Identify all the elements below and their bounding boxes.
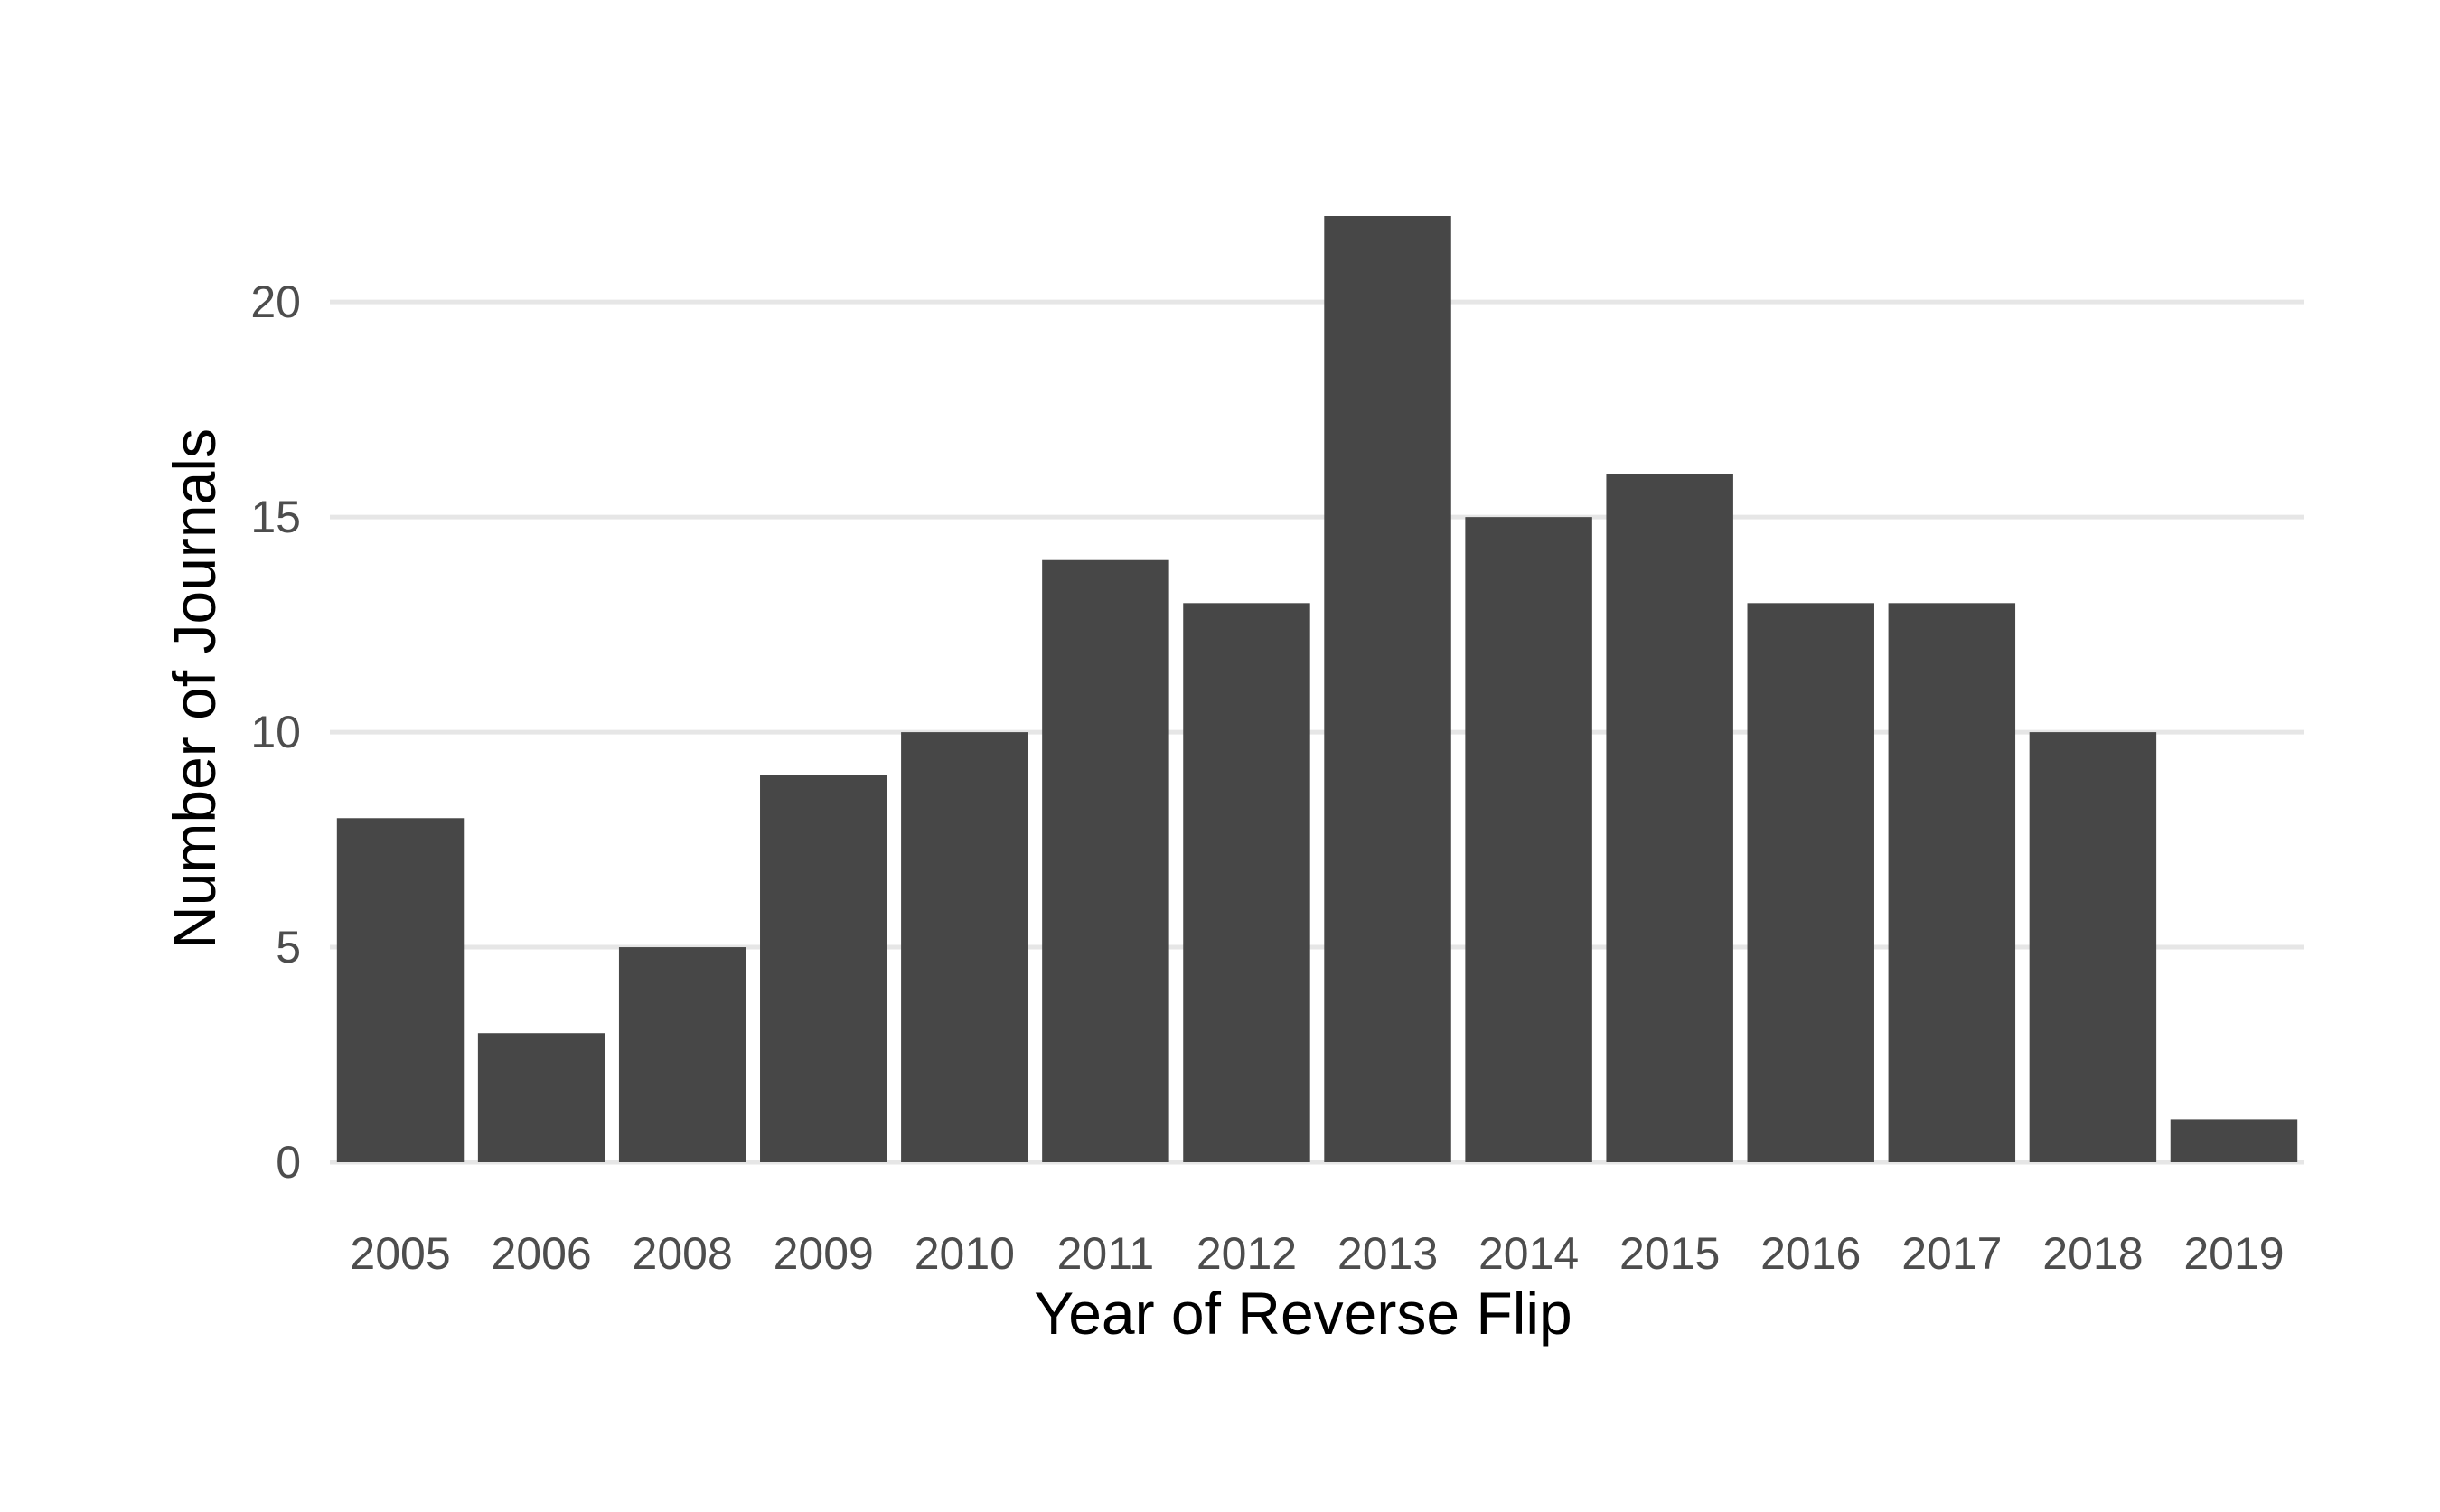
bar-2018: [2029, 732, 2157, 1162]
y-tick-label: 20: [250, 277, 301, 327]
x-tick-label: 2015: [1619, 1228, 1720, 1279]
bar-2005: [336, 818, 465, 1162]
bar-2017: [1888, 603, 2016, 1162]
bar-2011: [1042, 559, 1169, 1162]
x-tick-label: 2019: [2183, 1228, 2284, 1279]
y-tick-label: 0: [276, 1137, 301, 1188]
x-tick-label: 2011: [1057, 1228, 1155, 1279]
x-tick-label: 2010: [915, 1228, 1015, 1279]
bar-2012: [1183, 603, 1310, 1162]
bar-2008: [618, 947, 746, 1162]
x-tick-label: 2006: [491, 1228, 591, 1279]
y-tick-label: 5: [276, 922, 301, 972]
x-tick-label: 2013: [1337, 1228, 1438, 1279]
y-tick-label: 10: [250, 707, 301, 757]
bar-2014: [1465, 517, 1592, 1162]
x-tick-label: 2009: [774, 1228, 874, 1279]
x-tick-label: 2017: [1901, 1228, 2002, 1279]
bar-2019: [2170, 1119, 2298, 1162]
bar-2010: [901, 732, 1028, 1162]
x-axis-ticks: 2005 2006 2008 2009 2010 2011 2012 2013 2014 2015…: [350, 1228, 2284, 1279]
y-axis-title: Number of Journals: [161, 428, 228, 949]
x-tick-label: 2018: [2042, 1228, 2143, 1279]
y-axis-ticks: 0 5 10 15 20: [250, 277, 301, 1188]
bar-2015: [1606, 474, 1733, 1162]
x-tick-label: 2008: [633, 1228, 733, 1279]
x-tick-label: 2016: [1760, 1228, 1861, 1279]
bar-2016: [1747, 603, 1874, 1162]
x-axis-title: Year of Reverse Flip: [1034, 1280, 1572, 1347]
bars: [336, 216, 2298, 1162]
y-tick-label: 15: [250, 492, 301, 542]
x-tick-label: 2005: [350, 1228, 450, 1279]
bar-2006: [477, 1033, 605, 1162]
bar-2009: [760, 775, 887, 1162]
x-tick-label: 2014: [1478, 1228, 1579, 1279]
bar-2013: [1324, 216, 1451, 1162]
x-tick-label: 2012: [1197, 1228, 1297, 1279]
